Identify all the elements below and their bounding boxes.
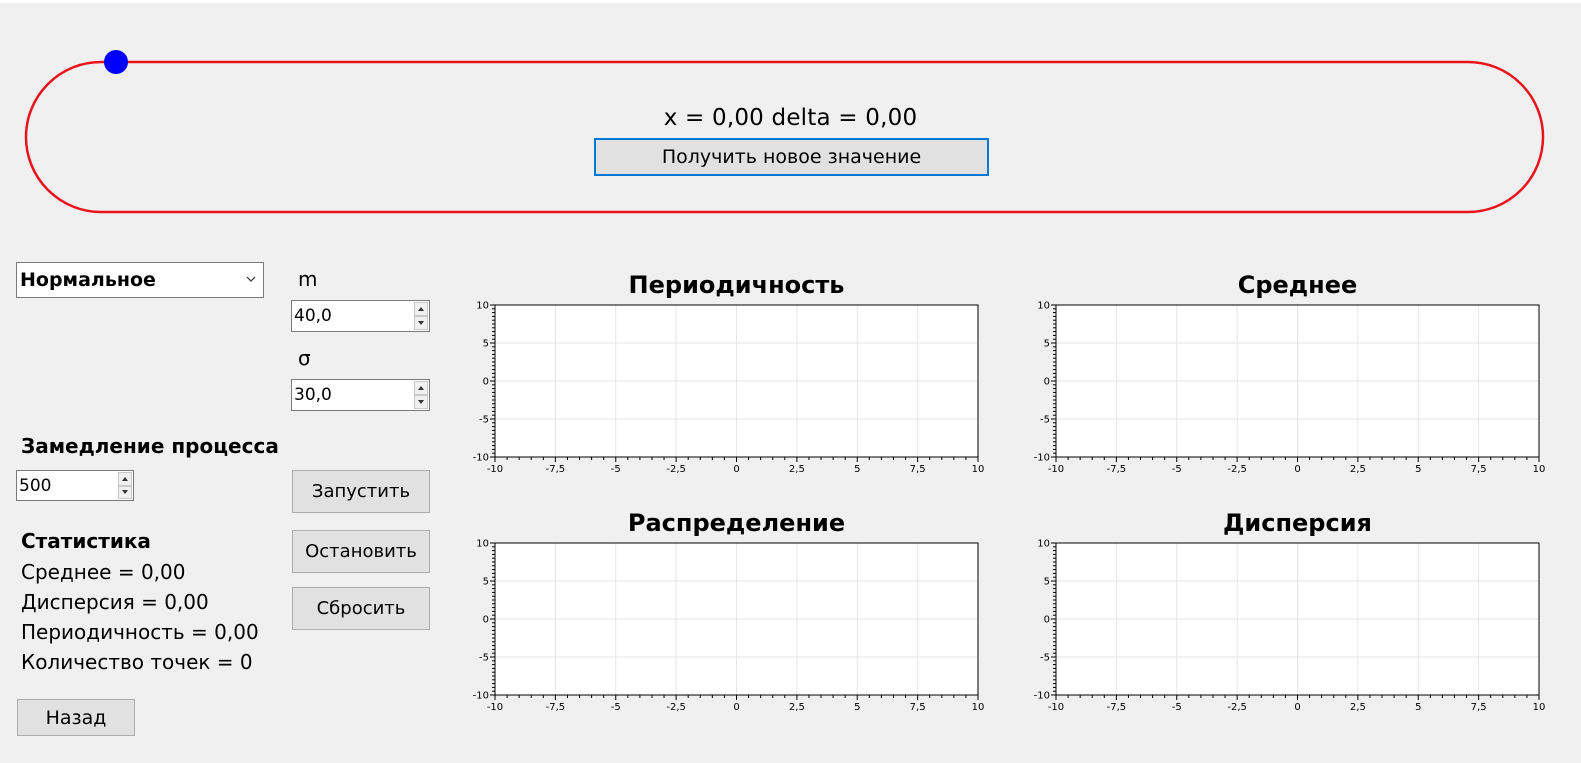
x-tick-label: 7,5 — [910, 702, 926, 713]
stats-title: Статистика — [21, 529, 151, 553]
x-tick-label: 0 — [1294, 464, 1300, 475]
m-up-arrow-icon[interactable] — [414, 302, 428, 316]
y-tick-label: 0 — [1044, 615, 1050, 626]
x-tick-label: 10 — [972, 464, 985, 475]
reset-button[interactable]: Сбросить — [292, 587, 430, 630]
y-tick-label: -5 — [1040, 415, 1050, 426]
stats-periodicity: Периодичность = 0,00 — [21, 620, 259, 644]
distribution-select[interactable]: Нормальное — [16, 262, 264, 298]
y-tick-label: 10 — [1037, 301, 1050, 312]
stats-count: Количество точек = 0 — [21, 650, 253, 674]
x-tick-label: -7,5 — [1107, 702, 1127, 713]
y-tick-label: 10 — [476, 539, 489, 550]
y-tick-label: 5 — [1044, 339, 1050, 350]
x-tick-label: 0 — [1294, 702, 1300, 713]
variance-chart: -10 -7,5 -5 -2,5 0 2,5 5 7,5 10 10 5 0 -5 -10 — [1034, 539, 1546, 714]
periodicity-chart: -10 -7,5 -5 -2,5 0 2,5 5 7,5 10 10 5 0 -5 -10 — [473, 301, 985, 476]
y-tick-label: -5 — [479, 415, 489, 426]
x-tick-label: -10 — [487, 702, 503, 713]
y-tick-label: -10 — [1034, 691, 1050, 702]
back-button[interactable]: Назад — [17, 699, 135, 736]
x-tick-label: 2,5 — [1350, 702, 1366, 713]
m-label: m — [298, 267, 318, 291]
y-tick-label: 5 — [1044, 577, 1050, 588]
y-tick-label: 0 — [483, 377, 489, 388]
m-down-arrow-icon[interactable] — [414, 316, 428, 330]
chart-title-mean: Среднее — [1237, 271, 1358, 299]
y-tick-label: -5 — [1040, 653, 1050, 664]
y-tick-label: 5 — [483, 339, 489, 350]
x-tick-label: -10 — [1048, 464, 1064, 475]
x-tick-label: -10 — [1048, 702, 1064, 713]
distribution-selected-label: Нормальное — [20, 269, 156, 291]
mean-chart: -10 -7,5 -5 -2,5 0 2,5 5 7,5 10 10 5 0 -5 -10 — [1034, 301, 1546, 476]
x-tick-label: 10 — [1533, 702, 1546, 713]
sigma-stepper[interactable]: 30,0 — [291, 379, 430, 411]
track-marker — [104, 50, 128, 74]
slowdown-up-arrow-icon[interactable] — [118, 472, 132, 486]
x-tick-label: 2,5 — [789, 702, 805, 713]
x-tick-label: -7,5 — [1107, 464, 1127, 475]
x-tick-label: -7,5 — [546, 702, 566, 713]
x-tick-label: -2,5 — [1227, 464, 1247, 475]
x-tick-label: 5 — [854, 702, 860, 713]
y-tick-label: -10 — [473, 453, 489, 464]
stop-button[interactable]: Остановить — [292, 530, 430, 573]
m-value[interactable]: 40,0 — [294, 306, 332, 326]
x-tick-label: -5 — [611, 702, 621, 713]
y-tick-label: -10 — [473, 691, 489, 702]
sigma-up-arrow-icon[interactable] — [414, 381, 428, 395]
slowdown-value[interactable]: 500 — [19, 475, 52, 496]
slowdown-down-arrow-icon[interactable] — [118, 485, 132, 499]
x-tick-label: 0 — [733, 702, 739, 713]
x-tick-label: -2,5 — [666, 702, 686, 713]
x-tick-label: 5 — [1415, 464, 1421, 475]
y-tick-label: 10 — [476, 301, 489, 312]
x-tick-label: 10 — [1533, 464, 1546, 475]
y-tick-label: 0 — [483, 615, 489, 626]
m-stepper[interactable]: 40,0 — [291, 300, 430, 332]
stats-variance: Дисперсия = 0,00 — [21, 590, 209, 614]
y-tick-label: -10 — [1034, 453, 1050, 464]
distribution-chart: -10 -7,5 -5 -2,5 0 2,5 5 7,5 10 10 5 0 -5 -10 — [473, 539, 985, 714]
x-tick-label: -2,5 — [666, 464, 686, 475]
x-tick-label: 7,5 — [1471, 464, 1487, 475]
y-tick-label: 0 — [1044, 377, 1050, 388]
x-tick-label: 2,5 — [1350, 464, 1366, 475]
x-tick-label: 7,5 — [910, 464, 926, 475]
start-button[interactable]: Запустить — [292, 470, 430, 513]
x-tick-label: 5 — [1415, 702, 1421, 713]
chart-title-periodicity: Периодичность — [628, 271, 845, 299]
chevron-down-icon — [246, 276, 256, 282]
stats-mean: Среднее = 0,00 — [21, 560, 186, 584]
x-tick-label: 7,5 — [1471, 702, 1487, 713]
sigma-value[interactable]: 30,0 — [294, 385, 332, 405]
value-readout: x = 0,00 delta = 0,00 — [663, 105, 918, 131]
x-tick-label: 5 — [854, 464, 860, 475]
sigma-down-arrow-icon[interactable] — [414, 395, 428, 409]
x-tick-label: 0 — [733, 464, 739, 475]
x-tick-label: -7,5 — [546, 464, 566, 475]
slowdown-stepper[interactable]: 500 — [16, 470, 134, 501]
get-new-value-button[interactable]: Получить новое значение — [594, 138, 989, 176]
process-track — [24, 50, 1545, 214]
y-tick-label: -5 — [479, 653, 489, 664]
x-tick-label: -10 — [487, 464, 503, 475]
track-loop — [24, 60, 1545, 214]
x-tick-label: -2,5 — [1227, 702, 1247, 713]
y-tick-label: 10 — [1037, 539, 1050, 550]
x-tick-label: 10 — [972, 702, 985, 713]
sigma-label: σ — [298, 346, 311, 370]
y-tick-label: 5 — [483, 577, 489, 588]
x-tick-label: -5 — [611, 464, 621, 475]
x-tick-label: -5 — [1172, 702, 1182, 713]
x-tick-label: -5 — [1172, 464, 1182, 475]
x-tick-label: 2,5 — [789, 464, 805, 475]
chart-title-distribution: Распределение — [627, 509, 846, 537]
slowdown-label: Замедление процесса — [21, 434, 279, 458]
top-strip — [0, 0, 1581, 3]
chart-title-variance: Дисперсия — [1223, 509, 1372, 537]
